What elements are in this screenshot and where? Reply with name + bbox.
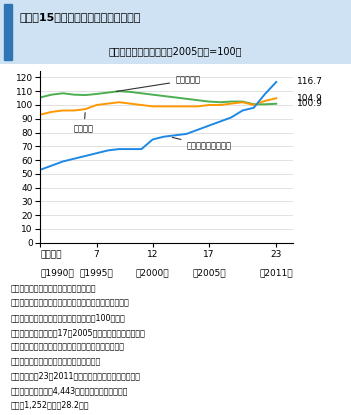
Text: （調査産業計、平成７（2005）年=100）: （調査産業計、平成７（2005）年=100）: [109, 46, 242, 56]
Text: の。年平均は、月末の労働者数を実数とした毎: の。年平均は、月末の労働者数を実数とした毎: [11, 342, 124, 352]
Text: 注：１）規樯５人以上の事業所。常用雇用指数は、常用: 注：１）規樯５人以上の事業所。常用雇用指数は、常用: [11, 299, 129, 308]
Text: （2011）: （2011）: [259, 269, 293, 278]
Text: 図２－15　就業形態別の常用雇用指数: 図２－15 就業形態別の常用雇用指数: [19, 12, 141, 22]
Text: ２）平成23（2011）年の常用労働者数（規樯５人: ２）平成23（2011）年の常用労働者数（規樯５人: [11, 371, 140, 381]
Text: 12: 12: [147, 250, 158, 259]
Text: 17: 17: [203, 250, 214, 259]
Text: 100.9: 100.9: [297, 99, 322, 108]
Text: 資料：厚生労働省「毎月勤労統計調査」: 資料：厚生労働省「毎月勤労統計調査」: [11, 284, 96, 293]
Text: 月の指数を基に単純平均により算出: 月の指数を基に単純平均により算出: [11, 357, 101, 366]
Text: （1995）: （1995）: [80, 269, 113, 278]
Text: パートタイム労働者: パートタイム労働者: [172, 137, 231, 151]
Bar: [4, 4, 12, 61]
Text: （1990）: （1990）: [40, 269, 74, 278]
Text: 116.7: 116.7: [297, 78, 322, 86]
Text: 以上）総数4,443万人うち、パートタイム: 以上）総数4,443万人うち、パートタイム: [11, 386, 128, 395]
Text: 一般労働者: 一般労働者: [116, 76, 200, 91]
Text: 平成２年: 平成２年: [40, 250, 62, 259]
Text: （2005）: （2005）: [192, 269, 226, 278]
Text: 1,252万人（28.2％）: 1,252万人（28.2％）: [11, 401, 89, 410]
Text: 7: 7: [94, 250, 99, 259]
Text: （基準年は平成17（2005）年）時系列比較するも: （基準年は平成17（2005）年）時系列比較するも: [11, 328, 145, 337]
Text: （2000）: （2000）: [136, 269, 170, 278]
Text: 23: 23: [271, 250, 282, 259]
Text: 労働者計: 労働者計: [74, 112, 94, 133]
Text: 労働者数の推移を基準年の平均を100として: 労働者数の推移を基準年の平均を100として: [11, 313, 125, 322]
Text: 104.9: 104.9: [297, 94, 322, 103]
